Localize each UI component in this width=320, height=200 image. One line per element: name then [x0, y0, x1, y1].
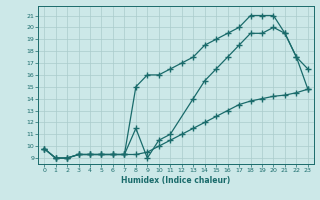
X-axis label: Humidex (Indice chaleur): Humidex (Indice chaleur) [121, 176, 231, 185]
